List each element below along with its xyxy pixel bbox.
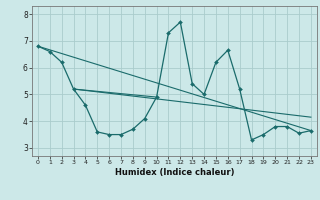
X-axis label: Humidex (Indice chaleur): Humidex (Indice chaleur) — [115, 168, 234, 177]
